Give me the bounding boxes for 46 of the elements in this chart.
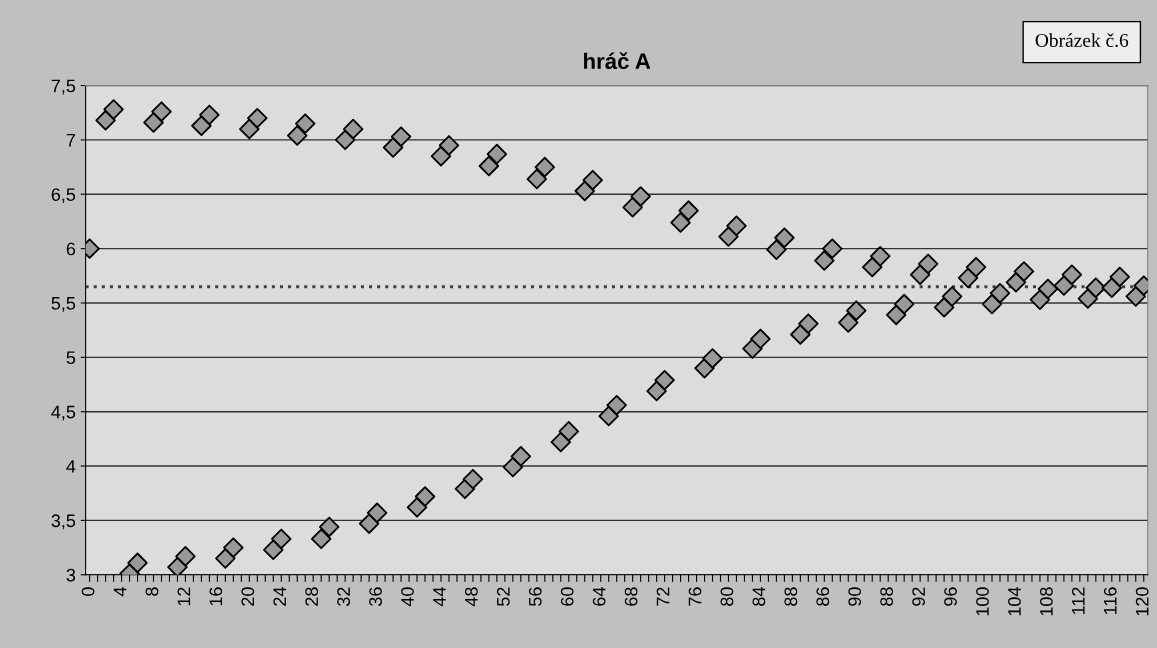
x-tick-label: 64 — [592, 587, 606, 606]
x-tick-label: 108 — [1039, 587, 1053, 616]
x-tick-label: 60 — [560, 587, 574, 606]
y-tick-label: 3,5 — [51, 514, 76, 530]
x-tick-label: 56 — [528, 587, 542, 606]
y-tick-label: 5 — [66, 351, 76, 365]
x-tick-label: 4 — [113, 587, 127, 597]
x-tick-label: 48 — [465, 587, 478, 607]
x-tick-label: 90 — [848, 587, 862, 606]
y-tick-label: 7,5 — [51, 79, 76, 95]
x-tick-label: 120 — [1135, 587, 1149, 616]
y-tick-label: 3 — [66, 568, 76, 582]
x-tick-label: 92 — [912, 587, 925, 606]
x-tick-label: 88 — [784, 587, 798, 606]
x-tick-label: 44 — [433, 587, 446, 607]
x-tick-label: 8 — [145, 587, 159, 596]
x-tick-label: 36 — [369, 587, 382, 606]
y-tick-label: 4,5 — [51, 405, 76, 421]
x-tick-label: 72 — [656, 587, 670, 606]
x-tick-label: 104 — [1008, 587, 1021, 616]
x-tick-label: 28 — [305, 587, 319, 606]
x-tick-label: 80 — [720, 587, 734, 606]
x-tick-label: 20 — [241, 587, 255, 606]
x-tick-label: 100 — [976, 587, 989, 616]
x-tick-label: 52 — [496, 587, 510, 606]
x-tick-label: 112 — [1071, 587, 1085, 614]
x-tick-label: 24 — [273, 587, 286, 606]
x-tick-label: 0 — [81, 587, 95, 596]
x-tick-label: 76 — [688, 587, 702, 606]
x-tick-label: 68 — [624, 587, 638, 606]
y-tick-label: 4 — [66, 460, 76, 473]
x-tick-label: 116 — [1103, 587, 1117, 614]
x-tick-label: 32 — [337, 587, 351, 606]
x-tick-label: 16 — [209, 587, 223, 606]
text: Obrázek č.6 — [1035, 33, 1129, 48]
x-tick-label: 86 — [816, 587, 830, 606]
x-tick-label: 88 — [880, 587, 894, 606]
y-tick-label: 6 — [66, 242, 76, 256]
y-tick-label: 5,5 — [51, 297, 76, 312]
x-tick-label: 12 — [177, 587, 191, 606]
x-tick-label: 96 — [944, 587, 957, 606]
y-tick-label: 6,5 — [51, 188, 76, 204]
x-tick-label: 84 — [752, 587, 766, 606]
chart-title: hráč A — [584, 52, 651, 70]
x-tick-label: 40 — [401, 587, 414, 607]
y-tick-label: 7 — [66, 134, 75, 147]
